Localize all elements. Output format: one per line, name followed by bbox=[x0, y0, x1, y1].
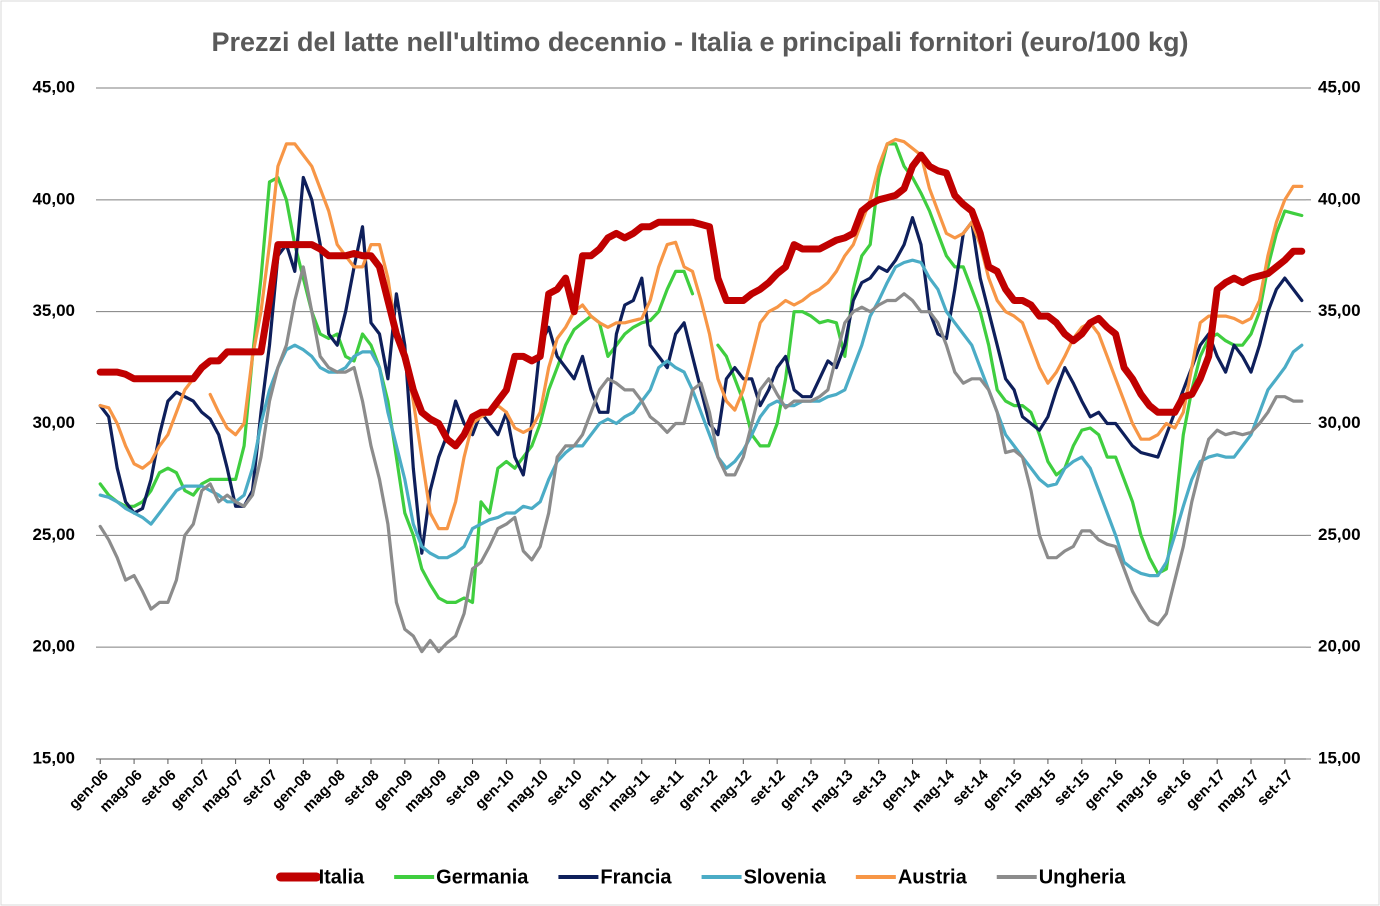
y-tick-label: 30,00 bbox=[32, 413, 75, 432]
series-line bbox=[98, 175, 1304, 555]
y2-tick-label: 25,00 bbox=[1318, 525, 1361, 544]
y2-tick-label: 15,00 bbox=[1318, 748, 1361, 767]
y-tick-label: 25,00 bbox=[32, 525, 75, 544]
legend-label: Italia bbox=[319, 866, 365, 888]
y2-tick-label: 20,00 bbox=[1318, 637, 1361, 656]
legend-label: Francia bbox=[600, 866, 672, 888]
series-line bbox=[98, 265, 1304, 654]
y-tick-label: 15,00 bbox=[32, 748, 75, 767]
y2-tick-label: 30,00 bbox=[1318, 413, 1361, 432]
legend-label: Ungheria bbox=[1039, 866, 1127, 888]
y2-tick-label: 45,00 bbox=[1318, 77, 1361, 96]
legend-label: Austria bbox=[898, 866, 968, 888]
series-line bbox=[96, 151, 1306, 450]
y-tick-label: 40,00 bbox=[32, 189, 75, 208]
y-tick-label: 45,00 bbox=[32, 77, 75, 96]
chart-title: Prezzi del latte nell'ultimo decennio - … bbox=[211, 27, 1188, 57]
y-tick-label: 20,00 bbox=[32, 637, 75, 656]
legend-label: Slovenia bbox=[744, 866, 827, 888]
y2-tick-label: 35,00 bbox=[1318, 301, 1361, 320]
y-tick-label: 35,00 bbox=[32, 301, 75, 320]
legend-label: Germania bbox=[436, 866, 529, 888]
series-line bbox=[98, 258, 1304, 578]
y2-tick-label: 40,00 bbox=[1318, 189, 1361, 208]
